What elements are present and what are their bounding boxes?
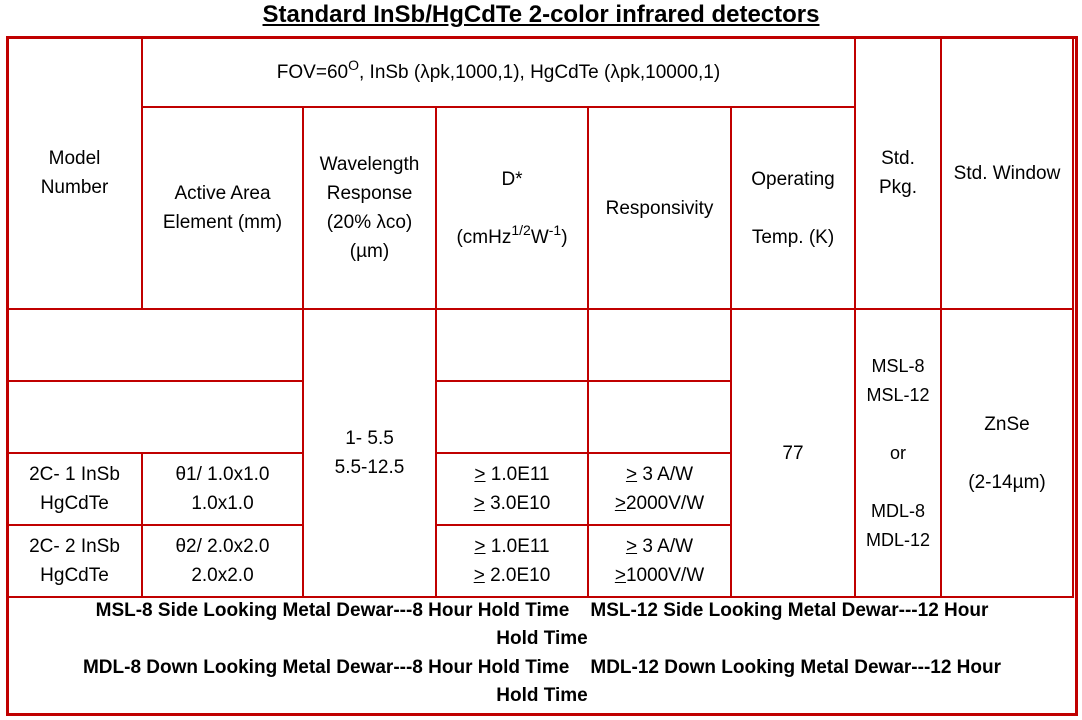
header-std-pkg: Std. Pkg.	[854, 36, 942, 310]
shared-temp: 77	[730, 308, 856, 598]
model-cell: 2C- 1 InSb HgCdTe	[6, 452, 143, 526]
footer-notes: MSL-8 Side Looking Metal Dewar---8 Hour …	[9, 596, 1075, 710]
responsivity-cell: > 3 A/W >2000V/W	[587, 452, 732, 526]
dstar-cell: > 1.0E11 > 2.0E10	[435, 524, 589, 598]
table-frame	[6, 36, 1078, 716]
footer-line: MDL-8 Down Looking Metal Dewar---8 Hour …	[82, 657, 1002, 678]
empty-cell	[142, 308, 304, 382]
table-row: 2C- 1 InSb HgCdTe θ1/ 1.0x1.0 1.0x1.0 > 1.…	[6, 452, 1073, 526]
footer-line: Hold Time	[496, 685, 588, 706]
dstar-cell: > 1.0E11 > 3.0E10	[435, 452, 589, 526]
empty-cell	[435, 380, 589, 454]
footer-line: MSL-8 Side Looking Metal Dewar---8 Hour …	[95, 600, 989, 621]
header-dstar: D* (cmHz1/2W-1)	[435, 106, 589, 310]
header-wavelength: Wavelength Response (20% λco) (µm)	[302, 106, 437, 310]
empty-cell	[587, 308, 732, 382]
header-responsivity: Responsivity	[587, 106, 732, 310]
table-row: 2C- 2 InSb HgCdTe θ2/ 2.0x2.0 2.0x2.0 > 1.…	[6, 524, 1073, 598]
spec-table: Model Number FOV=60O, InSb (λpk,1000,1), …	[6, 36, 1074, 598]
header-operating-temp: Operating Temp. (K)	[730, 106, 856, 310]
shared-window: ZnSe (2-14µm)	[940, 308, 1074, 598]
empty-cell	[6, 308, 142, 382]
header-active-area: Active Area Element (mm)	[141, 106, 304, 310]
model-cell: 2C- 2 InSb HgCdTe	[6, 524, 143, 598]
footer-line: Hold Time	[496, 628, 588, 649]
empty-cell	[6, 380, 142, 454]
header-fov: FOV=60O, InSb (λpk,1000,1), HgCdTe (λpk,…	[141, 36, 856, 108]
empty-cell	[587, 380, 732, 454]
shared-wavelength: 1- 5.5 5.5-12.5	[302, 308, 437, 598]
active-area-cell: θ2/ 2.0x2.0 2.0x2.0	[141, 524, 304, 598]
page-title: Standard InSb/HgCdTe 2-color infrared de…	[262, 1, 820, 28]
empty-cell	[142, 380, 304, 454]
shared-pkg: MSL-8 MSL-12 or MDL-8 MDL-12	[854, 308, 942, 598]
header-std-window: Std. Window	[940, 36, 1074, 310]
empty-cell	[435, 308, 589, 382]
active-area-cell: θ1/ 1.0x1.0 1.0x1.0	[141, 452, 304, 526]
responsivity-cell: > 3 A/W >1000V/W	[587, 524, 732, 598]
